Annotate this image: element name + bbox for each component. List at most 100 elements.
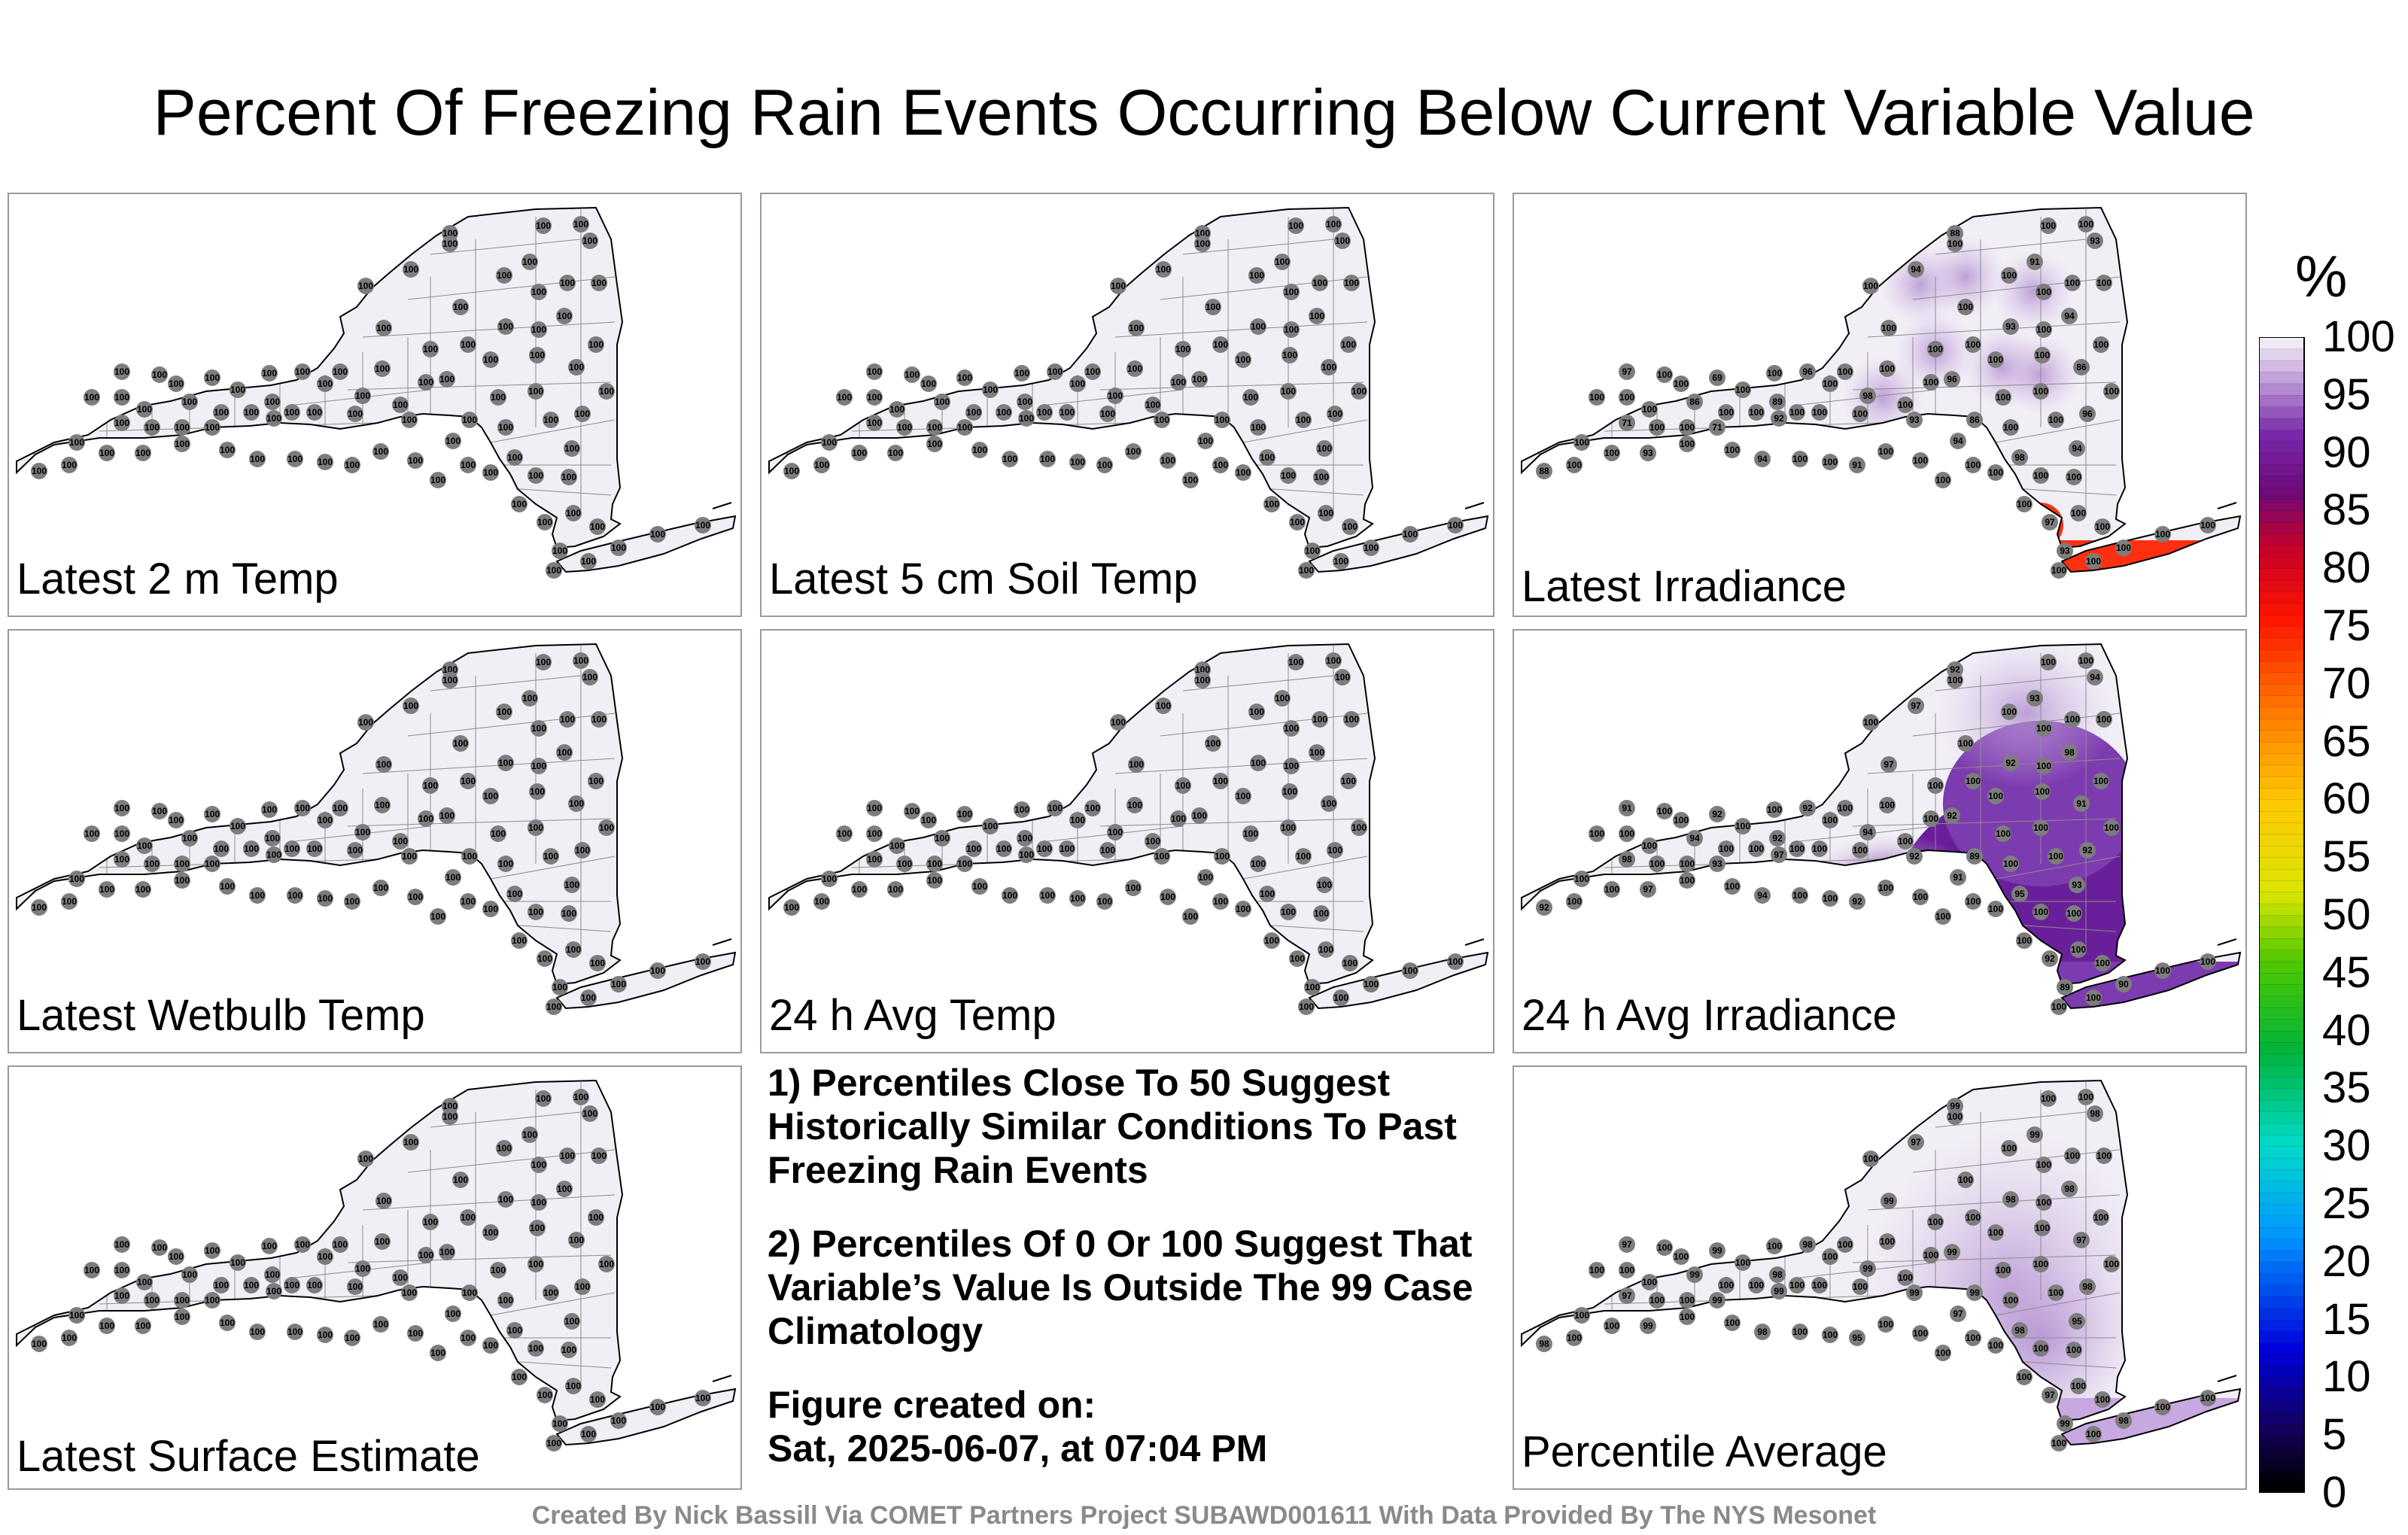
station-value: 100 [1749,1280,1764,1290]
station-value: 100 [1326,219,1341,229]
station-value: 100 [2033,822,2048,833]
station-marker: 100 [1128,320,1145,336]
station-marker: 100 [1170,374,1187,391]
station-value: 100 [137,840,152,851]
station-value: 100 [1680,439,1695,449]
station-value: 100 [996,407,1011,418]
station-marker: 99 [1686,1266,1703,1283]
station-marker: 100 [589,955,606,971]
station-value: 100 [1333,556,1348,567]
station-marker: 100 [1047,363,1063,380]
station-marker: 100 [813,893,830,910]
station-marker: 100 [2096,275,2112,291]
station-marker: 100 [1316,440,1333,457]
station-value: 100 [536,1093,551,1104]
station-marker: 100 [496,1140,512,1157]
colorbar-segment [2259,834,2305,847]
station-marker: 100 [317,1248,333,1265]
station-marker: 100 [965,404,982,421]
station-marker: 100 [1927,777,1944,794]
station-marker: 100 [537,1387,553,1403]
station-value: 100 [927,422,942,433]
station-value: 100 [1880,363,1895,374]
station-marker: 100 [1679,436,1695,452]
station-marker: 100 [2115,540,2132,556]
station-marker: 100 [1014,365,1030,381]
station-value: 100 [1341,776,1356,786]
station-marker: 100 [357,278,374,294]
station-marker: 97 [1619,1236,1635,1253]
station-value: 100 [695,956,710,967]
colorbar-segment [2259,1412,2305,1424]
station-marker: 100 [1735,381,1751,398]
station-value: 100 [1344,714,1359,725]
station-value: 100 [1988,1227,2003,1238]
station-marker: 100 [1110,714,1126,731]
station-value: 100 [1327,409,1342,419]
colorbar-segment [2259,1181,2305,1193]
station-marker: 93 [1640,445,1656,461]
panel-label: Percentile Average [1522,1427,1887,1476]
station-value: 98 [2082,1281,2093,1292]
station-marker: 98 [2061,744,2078,761]
station-marker: 100 [249,887,266,904]
station-value: 100 [442,239,458,249]
station-marker: 97 [2073,1232,2090,1248]
station-value: 100 [1947,675,1963,685]
station-marker: 93 [1709,856,1725,872]
station-marker: 100 [1212,336,1229,353]
station-value: 95 [2072,1316,2082,1327]
station-value: 100 [295,366,310,377]
station-marker: 100 [1155,698,1172,714]
station-value: 100 [491,828,506,839]
station-marker: 100 [144,1292,160,1309]
station-value: 99 [1689,1269,1700,1280]
station-value: 100 [1160,455,1175,466]
station-marker: 100 [889,401,905,418]
station-marker: 100 [511,932,528,949]
station-value: 100 [348,845,363,856]
station-marker: 100 [2094,518,2111,535]
station-value: 100 [2095,1394,2110,1405]
station-value: 100 [439,810,455,821]
station-marker: 100 [1334,669,1351,685]
station-value: 100 [69,874,84,884]
station-marker: 100 [2048,412,2064,428]
station-marker: 100 [926,436,943,452]
station-marker: 100 [344,1330,360,1346]
station-value: 100 [1097,460,1112,470]
colorbar-segment [2259,1261,2305,1274]
station-value: 100 [1251,758,1266,768]
station-marker: 100 [181,830,198,847]
station-value: 100 [927,875,942,886]
station-value: 100 [1002,454,1017,464]
station-marker: 100 [168,375,184,392]
station-value: 100 [1604,1321,1619,1331]
station-value: 100 [1838,1239,1853,1250]
station-marker: 100 [1363,540,1379,556]
station-marker: 100 [144,856,160,872]
station-marker: 100 [1282,347,1298,363]
station-value: 100 [403,1137,418,1147]
station-marker: 92 [1536,899,1552,916]
station-marker: 100 [506,886,523,902]
station-value: 100 [318,378,333,389]
station-marker: 100 [1145,833,1161,850]
station-marker: 100 [1718,1277,1735,1293]
station-marker: 100 [2033,467,2049,484]
station-value: 100 [1853,409,1868,419]
station-value: 100 [1823,815,1838,825]
station-value: 97 [1774,850,1784,860]
station-marker: 100 [1295,848,1312,865]
station-value: 100 [284,843,299,854]
station-marker: 100 [496,267,512,284]
station-marker: 86 [1966,412,1983,428]
station-marker: 100 [2033,819,2049,836]
station-value: 100 [137,1277,152,1287]
station-marker: 100 [460,336,476,353]
station-value: 100 [266,850,281,860]
station-marker: 100 [306,1277,323,1293]
station-value: 100 [566,944,581,955]
station-value: 100 [144,422,160,433]
